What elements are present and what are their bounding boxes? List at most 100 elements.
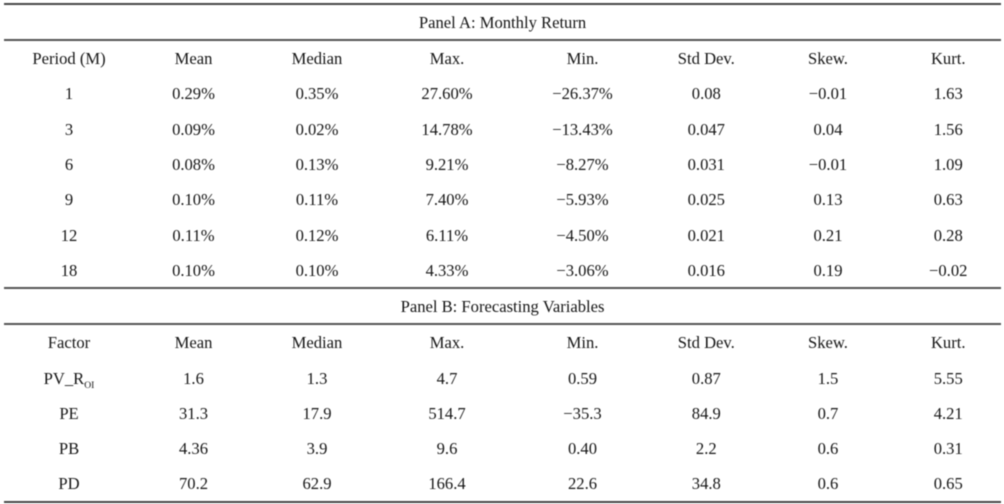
cell: −0.02: [929, 261, 968, 281]
cell: −26.37%: [552, 84, 613, 104]
panel-a-header-row: Period (M) Mean Median Max. Min. Std Dev…: [4, 41, 1001, 76]
cell: 18: [60, 261, 78, 281]
cell: −13.43%: [552, 119, 613, 139]
table-row: PB 4.36 3.9 9.6 0.40 2.2 0.6 0.31: [4, 432, 1001, 467]
panel-b-header-row: Factor Mean Median Max. Min. Std Dev. Sk…: [4, 326, 1001, 361]
column-header: Mean: [174, 48, 213, 68]
column-header: Min.: [566, 333, 599, 353]
table-rule-between-panels: [4, 287, 1001, 289]
table-row: 6 0.08% 0.13% 9.21% −8.27% 0.031 −0.01 1…: [4, 147, 1001, 182]
cell: 0.09%: [172, 119, 215, 139]
cell: 4.21: [933, 403, 963, 423]
cell: 1.6: [183, 368, 204, 388]
table-rule-below-panel-b-title: [4, 323, 1001, 325]
cell: 0.08: [691, 84, 721, 104]
cell: 0.10%: [172, 261, 215, 281]
panel-a-title: Panel A: Monthly Return: [418, 13, 587, 33]
table-row: 9 0.10% 0.11% 7.40% −5.93% 0.025 0.13 0.…: [4, 183, 1001, 218]
cell: −0.01: [808, 154, 848, 174]
cell: 0.59: [567, 368, 598, 388]
cell: 0.87: [691, 368, 721, 388]
cell: 1.5: [817, 368, 839, 388]
cell: 0.28: [933, 225, 963, 245]
cell: 1.3: [306, 368, 328, 388]
cell: 1.56: [933, 119, 963, 139]
cell: −3.06%: [556, 261, 609, 281]
cell: 14.78%: [421, 119, 473, 139]
cell: 0.11%: [172, 225, 215, 245]
cell: 34.8: [691, 474, 721, 494]
cell: 0.04: [813, 119, 843, 139]
cell: 9.21%: [425, 154, 469, 174]
column-header: Skew.: [808, 48, 848, 68]
cell: 5.55: [933, 368, 963, 388]
cell: 0.6: [817, 474, 839, 494]
column-header: Period (M): [32, 48, 106, 68]
cell: 6.11%: [425, 225, 469, 245]
cell: PE: [59, 403, 79, 423]
cell: 4.7: [436, 368, 458, 388]
column-header: Kurt.: [930, 333, 966, 353]
cell: 0.6: [817, 439, 839, 459]
cell: 3.9: [306, 439, 328, 459]
cell: 31.3: [178, 403, 209, 423]
cell: 12: [60, 225, 78, 245]
cell: 0.13%: [295, 154, 339, 174]
table-row: 12 0.11% 0.12% 6.11% −4.50% 0.021 0.21 0…: [4, 218, 1001, 253]
cell: 0.13: [813, 190, 843, 210]
cell: 3: [64, 119, 74, 139]
table-rule-bottom: [4, 500, 1001, 503]
cell: 0.35%: [295, 84, 339, 104]
table-row: PE 31.3 17.9 514.7 −35.3 84.9 0.7 4.21: [4, 396, 1001, 431]
cell: 9: [64, 190, 74, 210]
cell: 0.025: [687, 190, 725, 210]
column-header: Mean: [174, 333, 213, 353]
table-row: 1 0.29% 0.35% 27.60% −26.37% 0.08 −0.01 …: [4, 77, 1001, 112]
cell: 17.9: [302, 403, 332, 423]
cell: 1: [64, 84, 74, 104]
cell: 22.6: [567, 474, 598, 494]
column-header: Min.: [566, 48, 599, 68]
cell: 2.2: [695, 439, 717, 459]
column-header: Kurt.: [930, 48, 966, 68]
cell: 0.12%: [295, 225, 339, 245]
cell: PD: [58, 474, 80, 494]
column-header: Median: [291, 333, 343, 353]
factor-base: PV_R: [43, 368, 85, 388]
cell: 0.031: [687, 154, 725, 174]
cell: −5.93%: [556, 190, 609, 210]
column-header: Skew.: [808, 333, 848, 353]
cell: 62.9: [302, 474, 332, 494]
cell: 84.9: [691, 403, 721, 423]
cell: 0.11%: [295, 190, 339, 210]
column-header: Max.: [429, 333, 465, 353]
cell-factor: PV_ROI: [4, 361, 134, 396]
column-header: Std Dev.: [677, 48, 735, 68]
cell: 4.33%: [425, 261, 469, 281]
cell: 0.021: [687, 225, 725, 245]
cell: PB: [58, 439, 80, 459]
column-header: Std Dev.: [677, 333, 735, 353]
panel-b-title-row: Panel B: Forecasting Variables: [4, 289, 1001, 326]
cell: 0.31: [933, 439, 963, 459]
cell: 0.63: [933, 190, 963, 210]
cell: 6: [64, 154, 74, 174]
summary-statistics-table: Panel A: Monthly Return Period (M) Mean …: [4, 6, 1001, 502]
cell: −35.3: [563, 403, 602, 423]
cell: 0.016: [687, 261, 725, 281]
column-header: Factor: [47, 333, 91, 353]
cell: 0.10%: [172, 190, 215, 210]
cell: 1.09: [933, 154, 963, 174]
table-row: PD 70.2 62.9 166.4 22.6 34.8 0.6 0.65: [4, 467, 1001, 502]
cell: 0.08%: [172, 154, 215, 174]
cell: −4.50%: [556, 225, 609, 245]
column-header: Max.: [429, 48, 465, 68]
table-row: 18 0.10% 0.10% 4.33% −3.06% 0.016 0.19 −…: [4, 254, 1001, 289]
panel-a-title-row: Panel A: Monthly Return: [4, 6, 1001, 41]
cell: 166.4: [428, 474, 466, 494]
panel-b-title: Panel B: Forecasting Variables: [400, 297, 605, 317]
column-header: Median: [291, 48, 343, 68]
cell: 514.7: [428, 403, 466, 423]
factor-subscript: OI: [84, 379, 95, 391]
